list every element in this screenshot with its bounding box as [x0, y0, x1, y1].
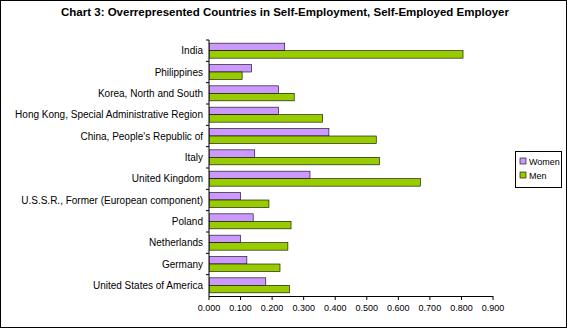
bar	[209, 243, 288, 251]
x-tick-label: 0.700	[419, 303, 442, 313]
x-tick-label: 0.800	[450, 303, 473, 313]
legend-label: Women	[529, 157, 560, 167]
y-axis	[209, 40, 210, 296]
category-label: Netherlands	[149, 237, 203, 248]
bars	[209, 43, 463, 293]
bar	[209, 157, 379, 165]
bar	[209, 285, 289, 293]
x-tick	[429, 296, 430, 300]
legend: Women Men	[516, 152, 562, 188]
chart-frame	[1, 1, 567, 328]
category-label: Korea, North and South	[98, 88, 203, 99]
bar	[209, 115, 323, 123]
bar	[209, 136, 376, 144]
bar	[209, 150, 255, 158]
bar	[209, 221, 291, 229]
bar	[209, 179, 420, 187]
x-tick	[398, 296, 399, 300]
x-tick	[240, 296, 241, 300]
x-tick-label: 0.600	[387, 303, 410, 313]
legend-frame	[516, 152, 562, 188]
category-label: Poland	[172, 216, 203, 227]
x-tick	[335, 296, 336, 300]
category-label: Germany	[162, 259, 203, 270]
bar	[209, 214, 253, 222]
bar	[209, 193, 241, 201]
x-tick-label: 0.400	[324, 303, 347, 313]
category-label: U.S.S.R., Former (European component)	[21, 195, 203, 206]
x-tick-label: 0.200	[261, 303, 284, 313]
bar	[209, 107, 278, 115]
bar	[209, 235, 241, 243]
title: Chart 3: Overrepresented Countries in Se…	[61, 6, 509, 18]
bar	[209, 257, 247, 265]
legend-swatch	[520, 158, 526, 164]
x-tick	[209, 296, 210, 300]
category-label: China, People's Republic of	[80, 131, 203, 142]
bar	[209, 51, 463, 59]
x-tick-label: 0.100	[229, 303, 252, 313]
bar	[209, 200, 269, 208]
x-tick-label: 0.500	[356, 303, 379, 313]
category-label: United Kingdom	[132, 173, 203, 184]
legend-label: Men	[529, 171, 547, 181]
bar	[209, 264, 280, 272]
bar	[209, 86, 278, 94]
legend-swatch	[520, 172, 526, 178]
category-label: Italy	[185, 152, 203, 163]
x-tick	[461, 296, 462, 300]
bar	[209, 65, 252, 73]
category-label: United States of America	[93, 280, 203, 291]
category-label: India	[181, 45, 203, 56]
bar	[209, 72, 242, 80]
x-tick	[303, 296, 304, 300]
bar	[209, 129, 329, 137]
category-label: Philippines	[155, 67, 203, 78]
x-tick-label: 0.000	[198, 303, 221, 313]
x-tick-label: 0.900	[482, 303, 505, 313]
chart: Chart 3: Overrepresented Countries in Se…	[0, 0, 567, 328]
bar	[209, 278, 266, 286]
x-tick-label: 0.300	[292, 303, 315, 313]
category-label: Hong Kong, Special Administrative Region	[15, 109, 203, 120]
bar	[209, 43, 285, 51]
bar	[209, 171, 310, 179]
x-axis	[209, 296, 493, 297]
x-tick	[366, 296, 367, 300]
x-tick	[272, 296, 273, 300]
bar	[209, 93, 294, 101]
x-tick	[493, 296, 494, 300]
